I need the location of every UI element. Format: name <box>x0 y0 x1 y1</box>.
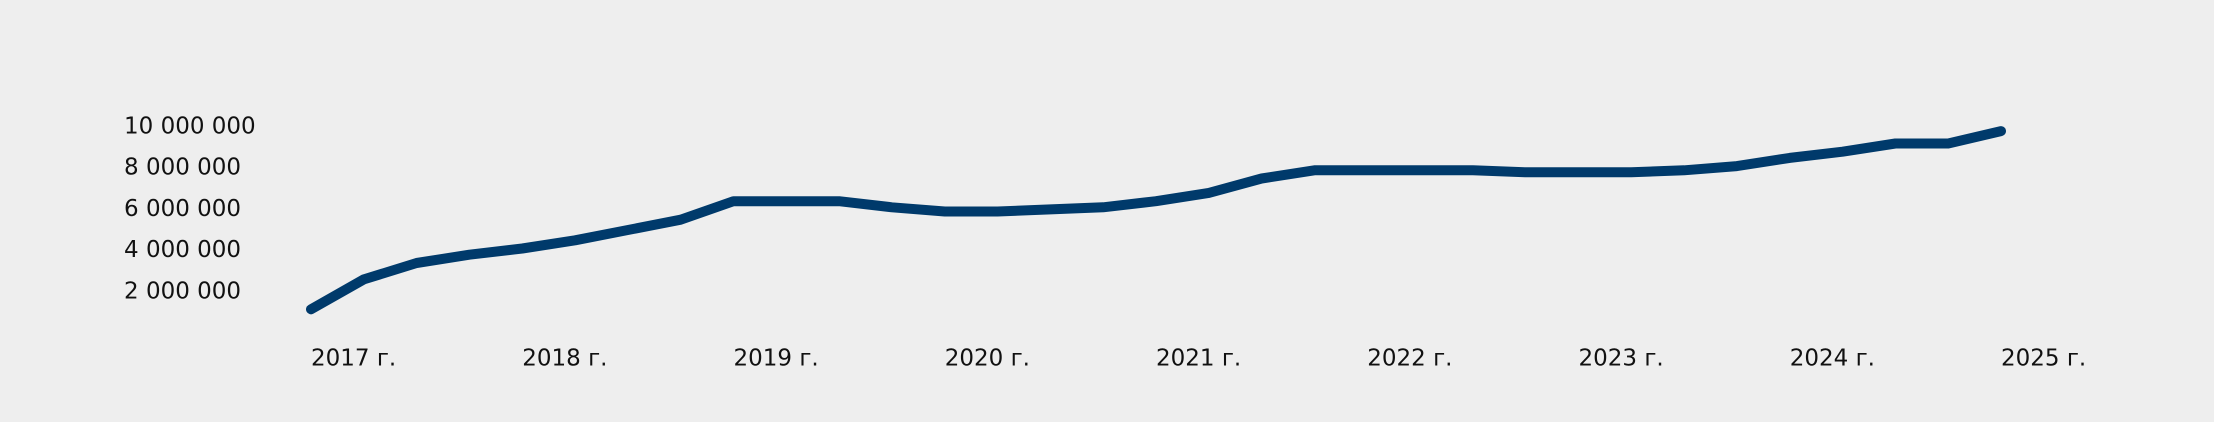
y-tick-label: 4 000 000 <box>124 237 241 263</box>
x-tick-label: 2018 г. <box>522 346 607 372</box>
y-tick-label: 6 000 000 <box>124 196 241 222</box>
x-tick-label: 2024 г. <box>1790 346 1875 372</box>
y-tick-label: 10 000 000 <box>124 114 256 140</box>
x-tick-label: 2019 г. <box>734 346 819 372</box>
x-tick-label: 2021 г. <box>1156 346 1241 372</box>
y-tick-label: 8 000 000 <box>124 155 241 181</box>
data-line <box>306 126 2006 315</box>
x-tick-label: 2017 г. <box>311 346 396 372</box>
x-tick-label: 2025 г. <box>2001 346 2086 372</box>
y-tick-label: 2 000 000 <box>124 278 241 304</box>
x-tick-label: 2023 г. <box>1579 346 1664 372</box>
x-tick-label: 2022 г. <box>1367 346 1452 372</box>
x-tick-label: 2020 г. <box>945 346 1030 372</box>
